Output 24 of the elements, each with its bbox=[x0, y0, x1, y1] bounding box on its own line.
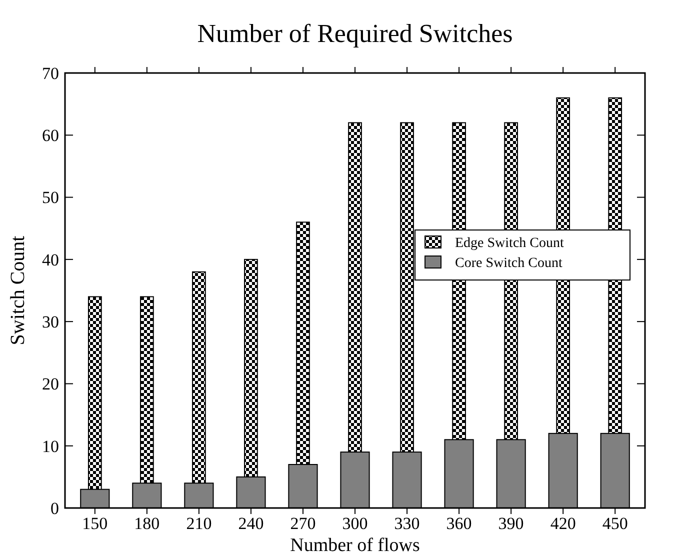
y-tick-label: 0 bbox=[50, 498, 59, 518]
y-tick-label: 20 bbox=[42, 374, 59, 394]
x-tick-label: 450 bbox=[602, 514, 628, 533]
legend-label: Edge Switch Count bbox=[455, 236, 564, 251]
x-tick-label: 390 bbox=[498, 514, 524, 533]
x-tick-label: 360 bbox=[446, 514, 472, 533]
x-tick-label: 180 bbox=[134, 514, 160, 533]
x-axis-title: Number of flows bbox=[290, 535, 420, 556]
x-tick-label: 330 bbox=[394, 514, 420, 533]
y-tick-label: 40 bbox=[42, 250, 59, 270]
y-axis-title: Switch Count bbox=[7, 235, 29, 346]
y-tick-label: 60 bbox=[42, 126, 59, 146]
legend-label: Core Switch Count bbox=[455, 256, 562, 271]
x-tick-label: 240 bbox=[238, 514, 264, 533]
y-tick-label: 30 bbox=[42, 312, 59, 332]
x-tick-label: 300 bbox=[342, 514, 368, 533]
x-tick-label: 270 bbox=[290, 514, 316, 533]
x-tick-label: 150 bbox=[82, 514, 108, 533]
x-tick-label: 420 bbox=[550, 514, 576, 533]
chart-title: Number of Required Switches bbox=[197, 19, 513, 48]
y-tick-label: 70 bbox=[42, 64, 59, 83]
y-tick-label: 10 bbox=[42, 436, 59, 456]
x-tick-label: 210 bbox=[186, 514, 212, 533]
y-tick-label: 50 bbox=[42, 188, 59, 208]
